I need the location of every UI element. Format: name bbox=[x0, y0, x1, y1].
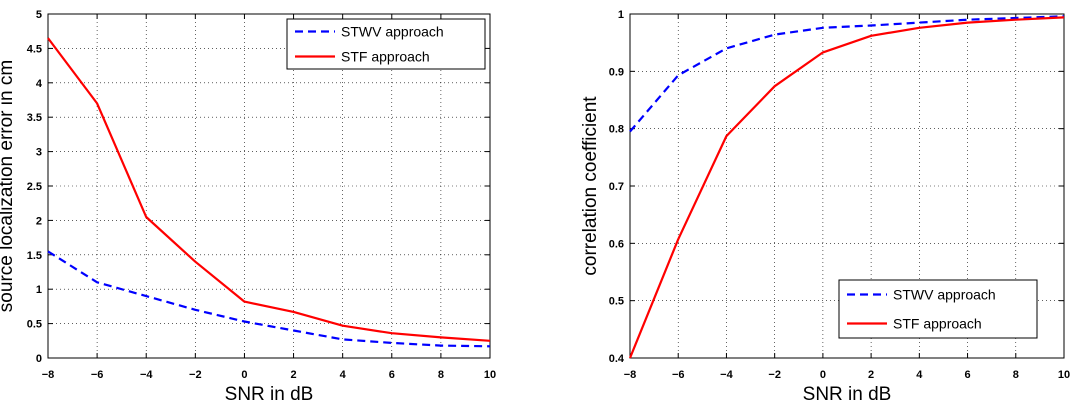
y-tick-label: 0.5 bbox=[27, 319, 42, 331]
x-tick-label: −8 bbox=[42, 369, 55, 381]
y-tick-label: 1 bbox=[618, 9, 624, 21]
x-tick-label: 6 bbox=[964, 369, 970, 381]
series-line-1 bbox=[629, 15, 1065, 133]
series-line-2 bbox=[628, 16, 1065, 359]
legend-box bbox=[286, 18, 486, 70]
x-tick-label: 10 bbox=[1058, 369, 1070, 381]
x-tick-label: −2 bbox=[768, 369, 781, 381]
x-tick-label: 0 bbox=[820, 369, 826, 381]
legend-label-1: STWV approach bbox=[341, 24, 444, 40]
x-tick-label: −8 bbox=[624, 369, 637, 381]
x-tick-label: 2 bbox=[868, 369, 874, 381]
legend-label-1: STWV approach bbox=[893, 287, 996, 303]
y-tick-label: 0.6 bbox=[609, 238, 624, 250]
x-tick-label: 10 bbox=[484, 369, 496, 381]
legend: STWV approach STF approach bbox=[838, 279, 1038, 339]
x-tick-label: 6 bbox=[389, 369, 395, 381]
y-tick-label: 5 bbox=[36, 9, 42, 21]
x-tick-label: −6 bbox=[91, 369, 104, 381]
legend-label-2: STF approach bbox=[341, 49, 430, 65]
x-tick-label: 8 bbox=[438, 369, 444, 381]
y-axis-label: source localization error in cm bbox=[0, 60, 17, 312]
y-tick-label: 0.5 bbox=[609, 296, 624, 308]
y-tick-label: 0.9 bbox=[609, 66, 624, 78]
series-line-2 bbox=[47, 37, 491, 342]
y-tick-label: 0.7 bbox=[609, 181, 624, 193]
y-tick-label: 1.5 bbox=[27, 250, 42, 262]
x-tick-label: −2 bbox=[189, 369, 202, 381]
y-tick-label: 0.4 bbox=[609, 353, 625, 365]
y-tick-label: 2 bbox=[36, 215, 42, 227]
y-tick-label: 0 bbox=[36, 353, 42, 365]
y-axis-label: correlation coefficient bbox=[580, 96, 601, 276]
y-tick-label: 4 bbox=[36, 78, 43, 90]
legend-box bbox=[838, 279, 1038, 339]
x-tick-label: 8 bbox=[1013, 369, 1019, 381]
chart-2: −8 −6 −4 −2 0 2 4 6 8 10 0.4 0.5 0.6 0.7 0.8 0.9 1 SNR in… bbox=[580, 9, 1070, 405]
y-tick-label: 1 bbox=[36, 284, 42, 296]
y-tick-label: 3 bbox=[36, 147, 42, 159]
legend: STWV approach STF approach bbox=[286, 18, 486, 70]
y-tick-label: 4.5 bbox=[27, 43, 42, 55]
x-tick-label: 2 bbox=[290, 369, 296, 381]
chart-1: −8 −6 −4 −2 0 2 4 6 8 10 0 0.5 1 1.5 2 2.5 3 3.5 4 4.5 5 SNR … bbox=[0, 9, 496, 405]
x-tick-label: −6 bbox=[672, 369, 685, 381]
x-tick-label: −4 bbox=[720, 369, 733, 381]
y-tick-label: 0.8 bbox=[609, 124, 624, 136]
y-tick-label: 3.5 bbox=[27, 112, 42, 124]
x-axis-label: SNR in dB bbox=[225, 384, 314, 405]
x-tick-label: 0 bbox=[241, 369, 247, 381]
y-tick-label: 2.5 bbox=[27, 181, 42, 193]
x-tick-label: −4 bbox=[140, 369, 153, 381]
legend-label-2: STF approach bbox=[893, 316, 982, 332]
x-tick-label: 4 bbox=[916, 369, 923, 381]
series-line-1 bbox=[47, 250, 491, 348]
x-axis-label: SNR in dB bbox=[803, 384, 892, 405]
x-tick-label: 4 bbox=[340, 369, 347, 381]
